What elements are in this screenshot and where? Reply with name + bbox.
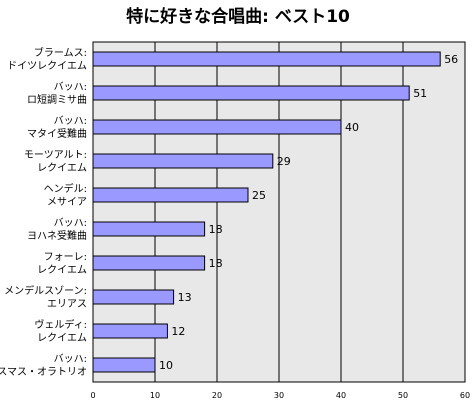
data-label: 18	[209, 257, 223, 270]
data-label: 25	[252, 189, 266, 202]
category-label: フォーレ:レクイエム	[37, 252, 87, 276]
category-label-line: バッハ:	[54, 81, 87, 93]
x-tick-label: 0	[90, 391, 95, 400]
data-label: 18	[209, 223, 223, 236]
category-label-line: ロ短調ミサ曲	[27, 93, 87, 106]
category-label-line: クリスマス・オラトリオ	[0, 366, 87, 378]
data-label: 13	[178, 291, 192, 304]
x-tick-label: 60	[460, 391, 470, 400]
bar	[92, 85, 410, 101]
category-label: モーツアルト:レクイエム	[24, 150, 87, 174]
bar	[92, 187, 249, 203]
category-label-line: フォーレ:	[44, 252, 87, 263]
category-label: バッハ:クリスマス・オラトリオ	[0, 353, 87, 378]
x-tick-label: 40	[336, 391, 346, 400]
category-label: バッハ:ロ短調ミサ曲	[27, 81, 87, 106]
data-label: 40	[345, 121, 359, 134]
bar	[92, 255, 206, 271]
category-label-line: メサイア	[47, 196, 87, 208]
category-label-line: バッハ:	[54, 353, 87, 365]
bar	[92, 323, 168, 339]
category-label-line: バッハ:	[54, 217, 87, 229]
bar	[92, 153, 274, 169]
category-label-line: ヴェルディ:	[34, 318, 87, 331]
category-label: ヘンデル:メサイア	[44, 182, 87, 208]
category-label-line: ドイツレクイエム	[7, 60, 87, 72]
bar	[92, 51, 441, 67]
category-label: メンデルスゾーン: エリアス	[4, 284, 87, 310]
category-label-line: レクイエム	[37, 264, 87, 276]
category-label-line: マタイ受難曲	[27, 127, 87, 140]
bar	[92, 357, 156, 373]
category-label-line: エリアス	[47, 299, 87, 310]
category-label: ヴェルディ:レクイエム	[34, 318, 87, 344]
category-label-line: バッハ:	[54, 115, 87, 127]
bar	[92, 119, 342, 135]
category-label-line: メンデルスゾーン:	[4, 284, 87, 297]
category-label-line: モーツアルト:	[24, 150, 87, 161]
x-tick-label: 20	[212, 391, 222, 400]
category-label: ブラームス:ドイツレクイエム	[7, 46, 87, 72]
data-label: 51	[413, 87, 427, 100]
category-label-line: レクイエム	[37, 332, 87, 344]
category-label-line: ヘンデル:	[44, 182, 87, 195]
category-label-line: ヨハネ受難曲	[27, 229, 87, 242]
data-label: 56	[444, 53, 458, 66]
x-tick-label: 30	[274, 391, 284, 400]
category-label: バッハ:マタイ受難曲	[27, 115, 87, 140]
data-label: 10	[159, 359, 173, 372]
category-label: バッハ:ヨハネ受難曲	[27, 217, 87, 242]
x-tick-label: 10	[150, 391, 160, 400]
chart-title: 特に好きな合唱曲: ベスト10	[126, 7, 350, 27]
bar	[92, 221, 206, 237]
data-label: 29	[277, 155, 291, 168]
bar	[92, 289, 175, 305]
category-label-line: ブラームス:	[34, 46, 87, 59]
category-label-line: レクイエム	[37, 162, 87, 174]
data-label: 12	[171, 325, 185, 338]
x-tick-label: 50	[398, 391, 408, 400]
